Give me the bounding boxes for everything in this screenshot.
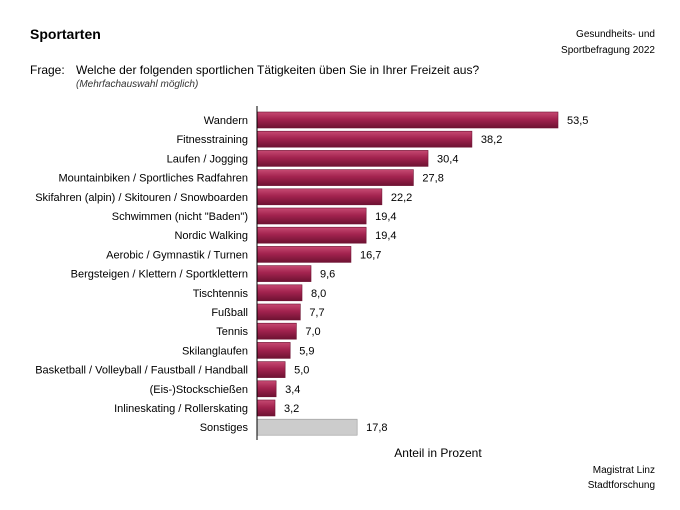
category-label-4: Skifahren (alpin) / Skitouren / Snowboar… (35, 192, 248, 204)
question-text: Welche der folgenden sportlichen Tätigke… (76, 63, 480, 77)
bar-9 (256, 284, 303, 302)
bar-2 (256, 150, 429, 167)
value-label-1: 38,2 (481, 134, 502, 146)
category-label-6: Nordic Walking (174, 230, 248, 242)
category-label-16: Sonstiges (200, 422, 249, 434)
category-label-9: Tischtennis (193, 288, 249, 300)
bar-15 (256, 399, 276, 417)
value-label-14: 3,4 (285, 384, 300, 396)
value-label-11: 7,0 (305, 326, 320, 338)
bar-10 (256, 303, 301, 321)
source-top: Gesundheits- und Sportbefragung 2022 (561, 27, 655, 59)
bar-0 (256, 111, 559, 129)
value-label-15: 3,2 (284, 403, 299, 415)
value-label-9: 8,0 (311, 288, 326, 300)
category-label-8: Bergsteigen / Klettern / Sportklettern (71, 269, 248, 281)
category-label-0: Wandern (204, 115, 248, 127)
category-label-1: Fitnesstraining (176, 134, 248, 146)
value-label-6: 19,4 (375, 230, 396, 242)
source-top-line-1: Gesundheits- und (576, 29, 655, 40)
value-label-13: 5,0 (294, 365, 309, 377)
bar-16 (256, 418, 358, 436)
category-label-14: (Eis-)Stockschießen (150, 384, 248, 396)
x-axis-title: Anteil in Prozent (394, 446, 482, 460)
value-label-10: 7,7 (309, 307, 324, 319)
bar-8 (256, 265, 312, 282)
value-label-2: 30,4 (437, 153, 458, 165)
value-label-16: 17,8 (366, 422, 387, 434)
bar-4 (256, 188, 383, 206)
category-label-10: Fußball (211, 307, 248, 319)
value-label-12: 5,9 (299, 345, 314, 357)
category-label-5: Schwimmen (nicht "Baden") (112, 211, 248, 223)
value-label-0: 53,5 (567, 115, 588, 127)
category-label-7: Aerobic / Gymnastik / Turnen (106, 249, 248, 261)
bar-6 (256, 226, 367, 244)
bar-12 (256, 342, 291, 359)
source-bottom-line-1: Magistrat Linz (592, 465, 655, 476)
question-note: (Mehrfachauswahl möglich) (76, 79, 199, 90)
value-label-3: 27,8 (422, 173, 443, 185)
value-label-8: 9,6 (320, 269, 335, 281)
category-label-2: Laufen / Jogging (167, 153, 248, 165)
value-label-5: 19,4 (375, 211, 396, 223)
question-label: Frage: (30, 63, 65, 77)
category-label-13: Basketball / Volleyball / Faustball / Ha… (35, 365, 248, 377)
chart-title: Sportarten (30, 26, 101, 42)
bar-7 (256, 246, 352, 263)
bar-11 (256, 322, 297, 340)
bar-3 (256, 169, 414, 186)
bar-14 (256, 380, 277, 398)
source-bottom-line-2: Stadtforschung (587, 480, 655, 491)
bar-5 (256, 207, 367, 225)
value-label-7: 16,7 (360, 249, 381, 261)
source-top-line-2: Sportbefragung 2022 (561, 45, 655, 56)
bar-13 (256, 361, 286, 378)
bar-1 (256, 130, 473, 148)
source-bottom: Magistrat Linz Stadtforschung (588, 463, 655, 493)
value-label-4: 22,2 (391, 192, 412, 204)
category-label-11: Tennis (216, 326, 248, 338)
category-label-12: Skilanglaufen (182, 345, 248, 357)
category-label-15: Inlineskating / Rollerskating (114, 403, 248, 415)
category-label-3: Mountainbiken / Sportliches Radfahren (58, 173, 248, 185)
